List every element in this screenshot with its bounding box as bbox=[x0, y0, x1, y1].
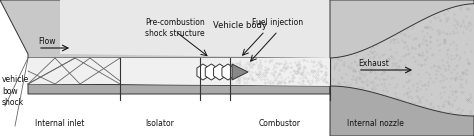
Text: Fuel injection: Fuel injection bbox=[253, 18, 303, 27]
Polygon shape bbox=[28, 58, 120, 84]
Text: Pre-combustion
shock structure: Pre-combustion shock structure bbox=[145, 18, 205, 38]
Text: Vehicle body: Vehicle body bbox=[213, 21, 267, 30]
Text: Combustor: Combustor bbox=[259, 119, 301, 128]
Polygon shape bbox=[222, 64, 234, 80]
Polygon shape bbox=[120, 58, 330, 86]
Polygon shape bbox=[28, 84, 330, 94]
Text: Internal nozzle: Internal nozzle bbox=[346, 119, 403, 128]
Text: vehicle
bow
shock: vehicle bow shock bbox=[2, 75, 29, 107]
Polygon shape bbox=[214, 64, 226, 80]
Polygon shape bbox=[330, 86, 474, 136]
Polygon shape bbox=[330, 0, 474, 58]
Polygon shape bbox=[60, 0, 474, 58]
Polygon shape bbox=[330, 0, 474, 136]
Polygon shape bbox=[0, 0, 474, 58]
Text: Isolator: Isolator bbox=[146, 119, 174, 128]
Polygon shape bbox=[330, 4, 474, 116]
Polygon shape bbox=[205, 64, 218, 80]
Text: Internal inlet: Internal inlet bbox=[35, 119, 85, 128]
Text: Flow: Flow bbox=[38, 36, 55, 46]
Polygon shape bbox=[232, 64, 248, 80]
Text: Exhaust: Exhaust bbox=[358, 60, 389, 69]
Polygon shape bbox=[197, 64, 209, 80]
